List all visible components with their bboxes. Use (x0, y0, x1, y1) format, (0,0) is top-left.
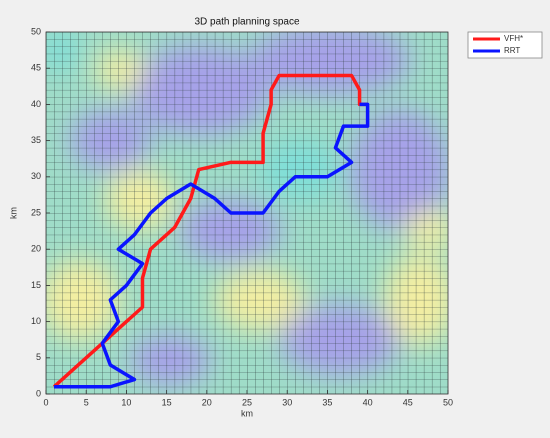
legend-label: VFH* (504, 34, 523, 43)
x-tick-label: 20 (202, 397, 212, 407)
x-tick-label: 45 (403, 397, 413, 407)
x-tick-label: 40 (363, 397, 373, 407)
x-tick-label: 0 (43, 397, 48, 407)
legend-label: RRT (504, 46, 520, 55)
y-tick-label: 40 (31, 99, 41, 109)
y-tick-label: 20 (31, 244, 41, 254)
series-line (54, 102, 370, 389)
y-tick-label: 25 (31, 207, 41, 217)
x-tick-label: 35 (322, 397, 332, 407)
y-tick-label: 30 (31, 171, 41, 181)
x-tick-label: 30 (282, 397, 292, 407)
y-tick-label: 35 (31, 135, 41, 145)
legend-box (467, 31, 543, 59)
y-tick-label: 45 (31, 63, 41, 73)
y-tick-label: 5 (36, 352, 41, 362)
x-axis-label: km (241, 408, 253, 418)
x-tick-label: 50 (443, 397, 453, 407)
x-tick-label: 15 (162, 397, 172, 407)
y-tick-label: 15 (31, 280, 41, 290)
surface (46, 32, 448, 394)
chart-title: 3D path planning space (194, 17, 300, 28)
y-tick-label: 0 (36, 388, 41, 398)
y-tick-label: 50 (31, 26, 41, 36)
y-axis-label: km (8, 207, 18, 219)
x-tick-label: 10 (121, 397, 131, 407)
y-tick-label: 10 (31, 316, 41, 326)
x-tick-label: 25 (242, 397, 252, 407)
x-tick-label: 5 (84, 397, 89, 407)
series-line (52, 73, 368, 389)
